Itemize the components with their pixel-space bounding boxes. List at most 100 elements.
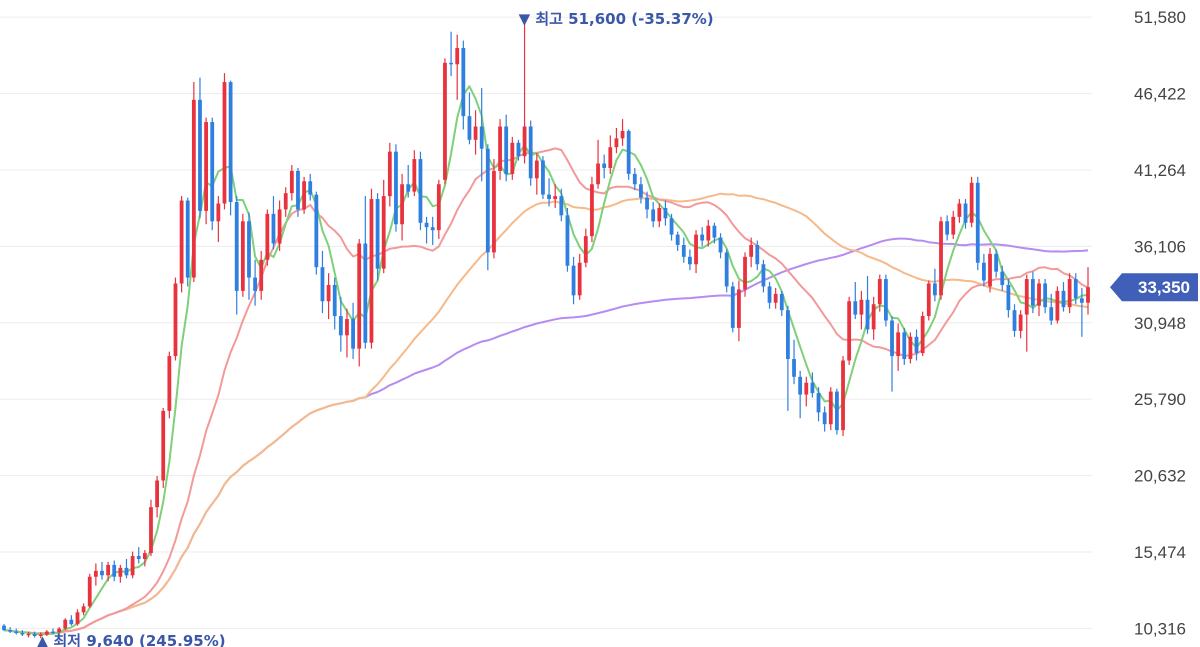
candle	[737, 280, 741, 342]
candle-body	[883, 279, 888, 321]
candle	[847, 296, 852, 365]
candle	[185, 197, 190, 287]
candle-body	[767, 286, 772, 303]
candle-body	[1073, 279, 1078, 299]
candle	[400, 173, 404, 241]
candle-body	[44, 631, 49, 635]
candle	[106, 561, 111, 582]
candle-body	[792, 359, 796, 377]
candle	[969, 176, 974, 228]
candle	[289, 165, 294, 201]
candle	[945, 215, 950, 241]
candle	[675, 231, 680, 251]
candle-body	[259, 259, 264, 291]
candle-body	[394, 151, 398, 225]
candle	[1061, 282, 1066, 312]
candle	[859, 290, 864, 330]
candle-body	[443, 62, 447, 180]
candle	[363, 196, 368, 349]
candle	[626, 129, 631, 180]
candle-body	[577, 262, 582, 296]
candle-body	[1030, 279, 1035, 306]
candle-body	[749, 244, 754, 257]
candle-body	[1037, 283, 1041, 306]
candle-body	[308, 181, 313, 195]
candle	[896, 323, 901, 371]
candle	[424, 216, 429, 244]
candle	[553, 184, 558, 208]
candle	[1086, 267, 1090, 315]
candle	[461, 40, 466, 130]
candle-body	[981, 262, 986, 281]
candle	[957, 199, 962, 223]
candle	[32, 631, 37, 638]
candle-body	[1018, 314, 1023, 331]
y-tick-label: 41,264	[1134, 161, 1186, 180]
candle	[381, 179, 386, 274]
candle	[779, 290, 784, 317]
candle-body	[167, 356, 172, 411]
candle-body	[724, 252, 729, 287]
candle-body	[351, 319, 355, 349]
candle-body	[602, 163, 607, 168]
candle	[547, 178, 551, 207]
candle-body	[234, 202, 239, 291]
candle-body	[320, 267, 325, 302]
candle	[81, 603, 86, 616]
candle	[277, 200, 282, 251]
candle-body	[253, 277, 257, 291]
candle-body	[38, 634, 43, 637]
candle-body	[51, 631, 55, 634]
candle-body	[1024, 279, 1029, 315]
candle-body	[969, 182, 974, 223]
candle	[436, 179, 441, 240]
candle-body	[375, 199, 380, 269]
candle-body	[326, 284, 331, 302]
candle-body	[877, 279, 882, 305]
candle-body	[338, 316, 343, 336]
candle	[118, 564, 123, 583]
candle-body	[106, 564, 111, 576]
candle	[920, 311, 925, 357]
candle	[283, 187, 288, 217]
candle	[179, 196, 184, 293]
candle	[26, 631, 31, 638]
candle	[394, 144, 398, 232]
candle-body	[430, 227, 435, 231]
candle-body	[761, 264, 766, 287]
y-tick-label: 20,632	[1134, 467, 1186, 486]
candle	[130, 551, 135, 579]
candle	[651, 202, 656, 228]
candle-body	[93, 570, 98, 577]
candle	[590, 176, 594, 243]
candle	[981, 253, 986, 287]
candle	[755, 240, 760, 271]
y-tick-label: 30,948	[1134, 314, 1186, 333]
candle-body	[179, 200, 184, 284]
candle-body	[645, 197, 649, 210]
candle	[240, 213, 245, 297]
candle-body	[510, 142, 515, 174]
y-axis: 51,580 46,422 41,264 36,106 30,948 25,790 20,6…	[1134, 8, 1186, 638]
candle-body	[975, 182, 980, 263]
candle	[663, 200, 668, 226]
candle	[700, 227, 705, 247]
y-tick-label: 10,316	[1134, 619, 1186, 638]
candle-body	[663, 207, 668, 219]
candle	[706, 219, 711, 247]
candle	[345, 308, 349, 358]
candle	[559, 188, 564, 222]
candle-body	[424, 222, 429, 228]
candle	[645, 191, 649, 219]
candle-body	[1049, 307, 1054, 321]
candle	[712, 222, 717, 244]
candle-body	[614, 138, 619, 148]
candle	[773, 287, 778, 309]
candle	[253, 259, 257, 306]
candle	[632, 167, 637, 191]
candle-body	[222, 82, 227, 204]
candle-body	[871, 304, 876, 330]
candle	[694, 230, 698, 274]
candle-body	[773, 293, 778, 303]
